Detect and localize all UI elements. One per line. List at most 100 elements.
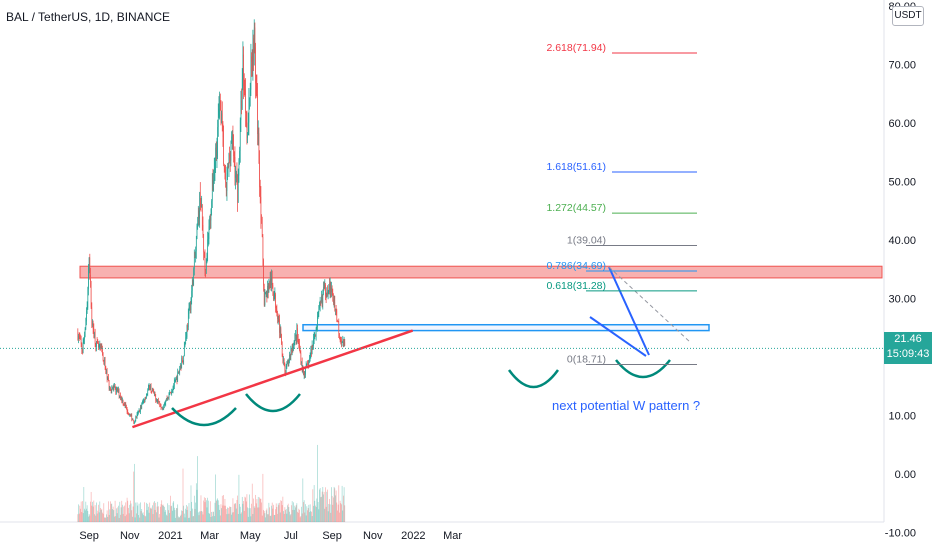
volume-bar [325,506,327,522]
candle-body [180,365,181,370]
volume-bar [269,516,271,522]
price-axis[interactable]: 80.0070.0060.0050.0040.0030.0020.0010.00… [885,1,916,540]
candle-body [242,54,244,80]
volume-bar [307,508,309,522]
volume-bar [326,491,328,522]
candle-body [317,313,319,317]
volume-bar [86,508,87,522]
volume-bar [203,500,204,522]
candle-body [123,403,125,405]
candle-body [90,280,92,308]
candle-body [83,339,85,343]
symbol-title[interactable]: BAL / TetherUS, 1D, BINANCE [6,10,171,24]
volume-bar [136,513,137,522]
candle-body [278,316,280,320]
candle-body [252,38,254,66]
candle-body [285,365,287,374]
volume-bar [338,485,340,522]
volume-bar [211,511,212,522]
volume-bar [143,515,145,522]
volume-bar [194,508,196,522]
resistance-zone[interactable] [79,265,883,279]
volume-bar [138,515,139,522]
volume-bar [140,502,141,522]
y-tick-label: 0.00 [895,469,916,481]
volume-bar [213,516,215,522]
candle-body [108,377,109,381]
volume-bar [195,483,197,522]
volume-bar [289,515,291,522]
volume-bar [204,502,206,522]
volume-bar [127,500,129,522]
neckline-band[interactable] [302,323,710,332]
volume-bar [279,512,281,522]
fib-extension[interactable]: 2.618(71.94) 1.618(51.61) 1.272(44.57) 1(39… [546,42,697,365]
candle-body [230,141,232,161]
volume-bar [186,509,188,522]
volume-bar [103,503,105,522]
candle-body [146,394,147,399]
candle-body [99,343,101,346]
candle-body [110,388,111,390]
candle-body [182,358,183,362]
volume-bar [157,501,159,522]
volume-bar [223,495,224,522]
candle-body [155,395,157,401]
candle-body [267,285,268,298]
candle-body [217,127,218,151]
volume-bar [224,498,226,522]
volume-bar [96,513,98,522]
candle-body [178,371,180,373]
candle-body [334,301,336,310]
candle-body [151,390,153,392]
volume-bar [252,513,254,522]
volume-bar [343,487,345,522]
volume-bar [168,510,169,522]
candle-body [257,133,259,135]
candle-body [120,395,121,398]
candle-body [194,257,196,258]
candle-body [178,371,179,373]
candle-body [192,279,193,291]
candle-body [154,392,156,396]
candle-body [196,225,198,240]
volume-bar [120,514,121,522]
candle-body [159,401,161,406]
candle-body [342,339,344,342]
volume-bar [88,514,90,522]
candle-body [130,414,132,416]
candle-body [110,389,112,391]
volume-bar [287,503,289,522]
volume-bar [171,510,173,522]
currency-badge[interactable]: USDT [892,6,924,26]
candle-body [207,239,208,254]
volume-bar [221,495,223,522]
candle-body [299,350,301,353]
candle-body [326,292,328,297]
candle-body [102,349,103,356]
candle-body [255,83,257,87]
volume-bar [195,502,196,522]
volume-bar [289,511,290,522]
time-axis[interactable]: Sep Nov 2021 Mar May Jul Sep Nov 2022 Mar [79,530,462,542]
volume-bar [77,514,79,522]
volume-bar [311,511,312,522]
candle-body [90,274,91,281]
candle-body [137,412,139,414]
volume-bar [132,506,134,522]
candle-body [322,291,324,303]
candle-body [88,257,90,265]
volume-bar [297,512,299,522]
candle-body [320,300,322,302]
volume-bar [170,506,172,522]
volume-bar [173,507,175,522]
volume-bar [94,514,95,522]
volume-bar [118,505,119,522]
candle-body [87,289,89,308]
candle-body [128,414,130,415]
candle-body [341,341,343,344]
candle-body [126,407,128,412]
candle-body [85,321,87,329]
volume-bar [283,513,285,522]
